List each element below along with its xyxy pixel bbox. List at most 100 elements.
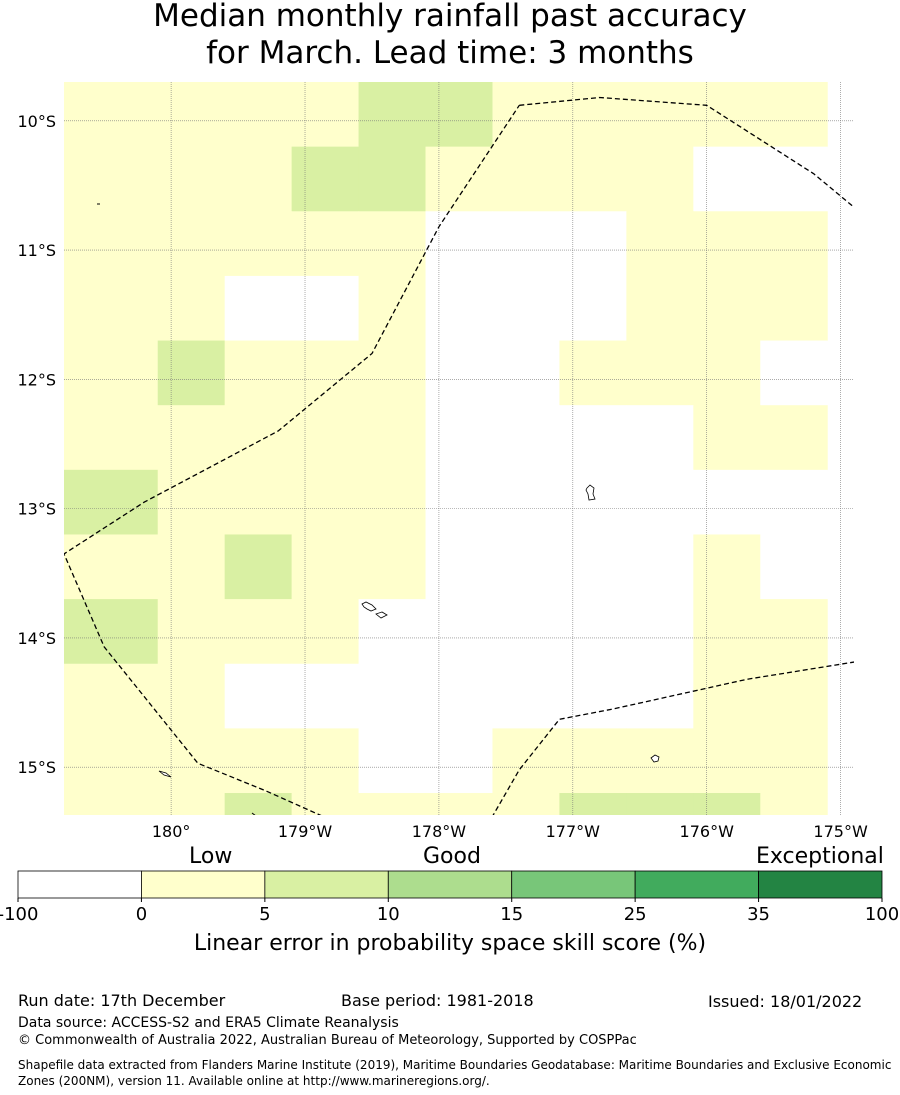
skill-cell	[224, 82, 293, 148]
skill-cell	[559, 146, 627, 212]
skill-cell	[358, 469, 427, 535]
skill-cell	[64, 534, 92, 600]
skill-cell	[90, 469, 159, 535]
skill-cell	[425, 534, 493, 600]
skill-cell	[224, 146, 293, 212]
skill-cell	[64, 728, 92, 794]
skill-cell	[693, 405, 761, 471]
skill-cell	[224, 728, 293, 794]
skill-cell	[291, 275, 360, 342]
colorbar-tick-label: 5	[259, 904, 270, 925]
skill-map: 10°S 11°S 12°S 13°S 14°S 15°S 180° 179°W 178°W 1…	[17, 82, 868, 841]
skill-cell	[157, 469, 226, 535]
skill-cell	[425, 405, 493, 471]
skill-cell	[693, 275, 761, 342]
skill-cell	[291, 469, 360, 535]
skill-cell	[157, 534, 226, 600]
skill-cell	[224, 599, 293, 665]
skill-cell	[64, 82, 92, 148]
skill-cell	[224, 405, 293, 471]
skill-cell	[760, 146, 828, 212]
skill-cell	[760, 534, 828, 600]
skill-cell	[626, 728, 694, 794]
skill-cell	[64, 469, 92, 535]
skill-cell	[291, 82, 360, 148]
skill-cell	[358, 663, 427, 729]
skill-cell	[358, 793, 427, 815]
skill-cell	[559, 534, 627, 600]
latitude-tick-label: 13°S	[17, 500, 56, 519]
island-shape	[361, 601, 377, 612]
skill-cell	[157, 211, 226, 277]
skill-cell	[90, 211, 159, 277]
skill-cell	[64, 146, 92, 212]
skill-cell	[64, 793, 92, 815]
skill-cell	[693, 82, 761, 148]
skill-cell	[760, 405, 828, 471]
skill-cell	[693, 469, 761, 535]
skill-cell	[559, 599, 627, 665]
skill-cell	[64, 340, 92, 406]
island-shape	[585, 484, 596, 501]
skill-cell	[90, 82, 159, 148]
latitude-tick-label: 15°S	[17, 758, 56, 777]
colorbar: -100 0 5 10 15 25 35 100	[0, 870, 899, 925]
skill-cell	[492, 599, 560, 665]
colorbar-swatch	[141, 870, 266, 899]
skill-cell	[157, 599, 226, 665]
skill-cell	[492, 469, 560, 535]
colorbar-category-low: Low	[189, 844, 233, 869]
skill-cell	[90, 728, 159, 794]
skill-cell	[224, 793, 293, 815]
skill-cell	[157, 82, 226, 148]
skill-cell	[224, 469, 293, 535]
skill-cell	[90, 146, 159, 212]
skill-cell	[559, 405, 627, 471]
skill-cell	[693, 146, 761, 212]
latitude-tick-label: 11°S	[17, 241, 56, 260]
skill-cell	[760, 275, 828, 342]
latitude-tick-label: 14°S	[17, 629, 56, 648]
shapefile-credit: Shapefile data extracted from Flanders M…	[18, 1058, 892, 1088]
skill-cell	[224, 211, 293, 277]
skill-cell	[64, 211, 92, 277]
graticule	[64, 82, 854, 815]
skill-cell	[693, 211, 761, 277]
island-shape	[375, 611, 388, 619]
skill-cell	[291, 599, 360, 665]
skill-cell	[693, 340, 761, 406]
skill-cell	[492, 275, 560, 342]
skill-cell	[291, 405, 360, 471]
skill-cell	[157, 793, 226, 815]
island-shape	[650, 754, 660, 763]
skill-cell	[492, 793, 560, 815]
skill-cell	[492, 534, 560, 600]
skill-cell	[559, 469, 627, 535]
skill-grid	[64, 82, 854, 815]
skill-cell	[358, 728, 427, 794]
latitude-labels: 10°S 11°S 12°S 13°S 14°S 15°S	[17, 112, 56, 777]
skill-cell	[559, 728, 627, 794]
longitude-tick-label: 180°	[152, 822, 191, 841]
colorbar-tick-label: 35	[747, 904, 770, 925]
longitude-tick-label: 177°W	[546, 822, 601, 841]
longitude-tick-label: 176°W	[680, 822, 735, 841]
skill-cell	[64, 275, 92, 342]
longitude-tick-label: 178°W	[412, 822, 467, 841]
skill-cell	[559, 275, 627, 342]
skill-cell	[90, 275, 159, 342]
skill-cell	[492, 211, 560, 277]
skill-cell	[626, 534, 694, 600]
skill-cell	[224, 340, 293, 406]
skill-cell	[90, 663, 159, 729]
skill-cell	[425, 469, 493, 535]
skill-cell	[358, 340, 427, 406]
skill-cell	[291, 663, 360, 729]
colorbar-tick-label: 15	[500, 904, 523, 925]
longitude-tick-label: 179°W	[278, 822, 333, 841]
skill-cell	[693, 728, 761, 794]
colorbar-tick-label: 10	[377, 904, 400, 925]
longitude-tick-label: 175°W	[813, 822, 868, 841]
skill-cell	[157, 146, 226, 212]
